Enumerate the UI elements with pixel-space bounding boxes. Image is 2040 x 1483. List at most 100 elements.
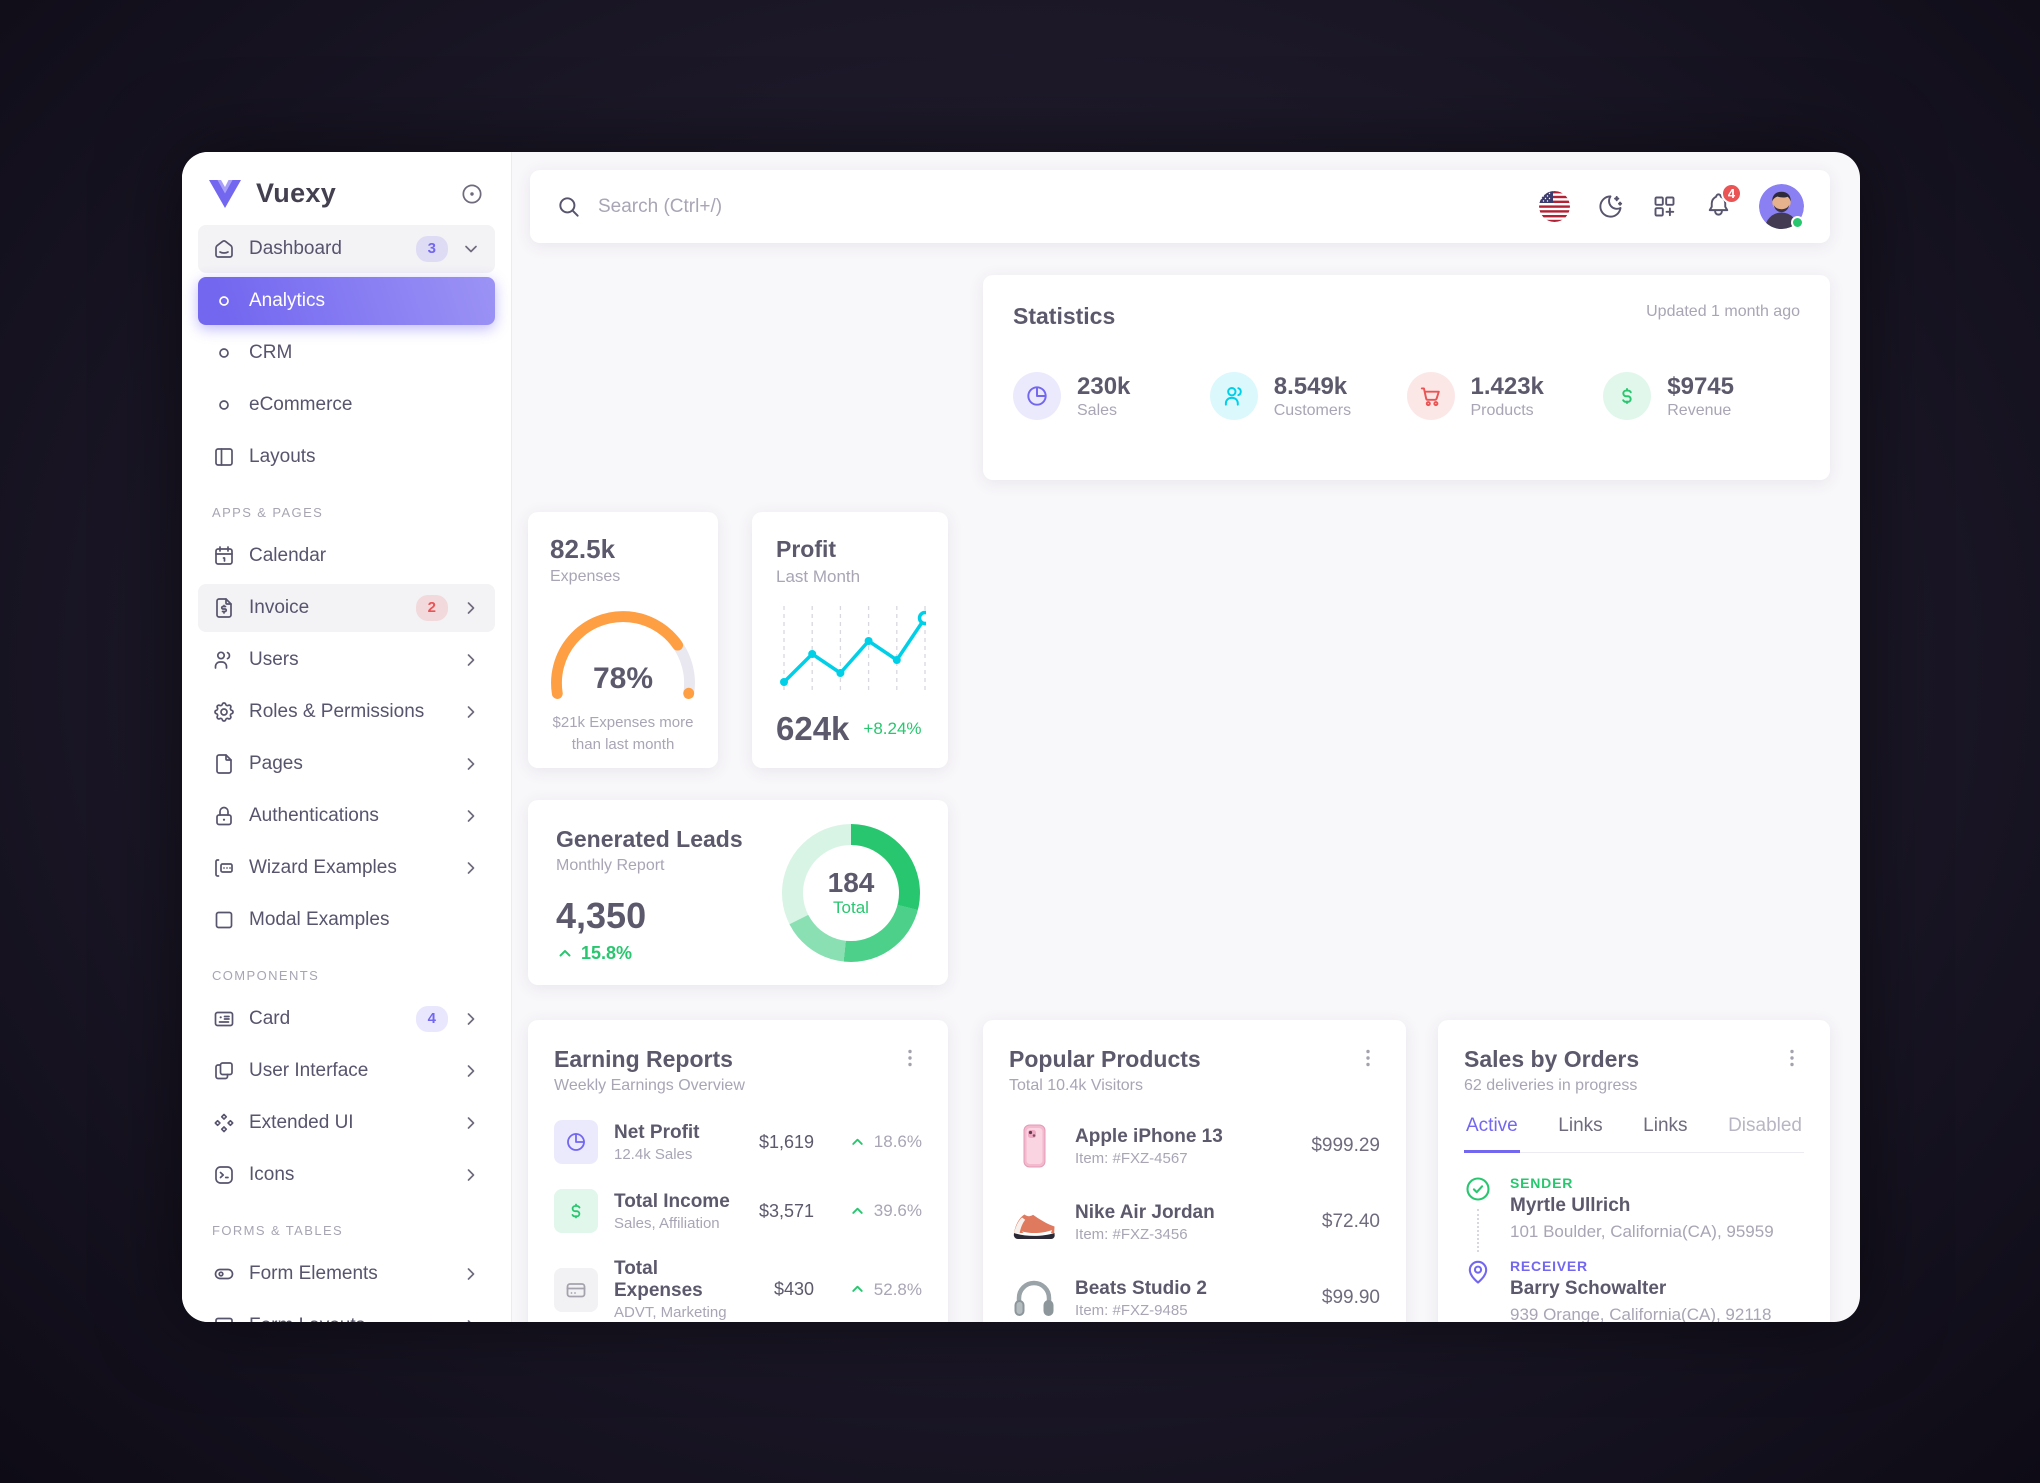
sidebar: Vuexy Dashboard 3 Analytics CRM eCommerc… (182, 152, 512, 1322)
credit-card-icon (554, 1267, 598, 1312)
sidebar-item-label: Icons (249, 1164, 295, 1185)
notifications-button[interactable]: 4 (1705, 182, 1742, 223)
receiver-address: 939 Orange, California(CA), 92118 (1510, 1305, 1772, 1322)
product-price: $999.29 (1311, 1135, 1380, 1156)
sidebar-item-icons[interactable]: Icons (198, 1151, 495, 1199)
sales-subtitle: 62 deliveries in progress (1464, 1077, 1638, 1094)
sidebar-pin-toggle-icon[interactable] (459, 181, 485, 207)
tab-active[interactable]: Active (1464, 1115, 1520, 1153)
layers-icon (215, 1062, 233, 1080)
terminal-icon (215, 1166, 233, 1184)
home-icon (215, 240, 233, 258)
product-row-iphone: Apple iPhone 13 Item: #FXZ-4567 $999.29 (1009, 1121, 1380, 1171)
sidebar-item-invoice[interactable]: Invoice 2 (198, 584, 495, 632)
sidebar-item-ecommerce[interactable]: eCommerce (198, 381, 495, 429)
sidebar-item-label: Form Layouts (249, 1315, 448, 1322)
circle-icon (219, 296, 229, 306)
sidebar-item-label: Calendar (249, 545, 327, 566)
search-input[interactable] (598, 195, 1523, 218)
sidebar-item-wizard-examples[interactable]: Wizard Examples (198, 844, 495, 892)
sidebar-item-form-elements[interactable]: Form Elements (198, 1250, 495, 1298)
invoice-icon (216, 598, 232, 618)
receiver-name: Barry Schowalter (1510, 1278, 1667, 1299)
tab-links-2[interactable]: Links (1643, 1115, 1688, 1136)
profit-change: +8.24% (863, 719, 922, 738)
sidebar-section-forms-tables: FORMS & TABLES (212, 1223, 344, 1238)
earning-row-percent: 18.6% (830, 1132, 922, 1152)
sidebar-section-apps-pages: APPS & PAGES (212, 505, 324, 520)
sidebar-item-extended-ui[interactable]: Extended UI (198, 1099, 495, 1147)
sidebar-item-calendar[interactable]: Calendar (198, 532, 495, 580)
cart-icon (1406, 372, 1455, 420)
kebab-menu-icon[interactable] (1356, 1046, 1380, 1070)
vuexy-logo-icon (209, 179, 241, 208)
earning-reports-card: Earning Reports Weekly Earnings Overview… (528, 1020, 948, 1322)
delivery-timeline: SENDER Myrtle Ullrich 101 Boulder, Calif… (1464, 1175, 1804, 1322)
popular-products-card: Popular Products Total 10.4k Visitors Ap… (983, 1020, 1406, 1322)
pie-chart-icon (1013, 372, 1061, 420)
wizard-icon (215, 859, 233, 877)
product-item-code: Item: #FXZ-3456 (1075, 1225, 1188, 1243)
main-content: 4 Statistics Updated 1 month (512, 152, 1860, 1322)
kebab-menu-icon[interactable] (898, 1046, 922, 1070)
sidebar-item-label: CRM (249, 342, 293, 363)
sidebar-item-user-interface[interactable]: User Interface (198, 1047, 495, 1095)
sidebar-item-authentications[interactable]: Authentications (198, 792, 495, 840)
sidebar-item-label: Invoice (249, 597, 310, 618)
stat-value: $9745 (1667, 373, 1734, 400)
generated-leads-card: Generated Leads Monthly Report 4,350 15.… (528, 800, 948, 985)
receiver-label: RECEIVER (1510, 1258, 1588, 1274)
earning-row-percent: 39.6% (830, 1201, 922, 1221)
chevron-right-icon (467, 602, 475, 614)
sidebar-item-users[interactable]: Users (198, 636, 495, 684)
tab-links-1[interactable]: Links (1558, 1115, 1603, 1136)
stat-label: Revenue (1667, 402, 1732, 419)
kebab-menu-icon[interactable] (1780, 1046, 1804, 1070)
tab-disabled[interactable]: Disabled (1728, 1115, 1802, 1136)
chevron-up-icon (852, 1207, 863, 1214)
sidebar-item-dashboard[interactable]: Dashboard 3 (198, 225, 495, 273)
leads-title: Generated Leads (556, 826, 743, 852)
sidebar-item-layouts[interactable]: Layouts (198, 433, 495, 481)
sender-name: Myrtle Ullrich (1510, 1195, 1631, 1216)
sidebar-item-form-layouts[interactable]: Form Layouts (198, 1302, 495, 1322)
chevron-right-icon (467, 1169, 475, 1181)
dark-mode-moon-icon[interactable] (1597, 193, 1624, 220)
user-avatar[interactable] (1759, 184, 1804, 229)
timeline-connector (1477, 1209, 1479, 1252)
diamonds-icon (214, 1113, 234, 1133)
stat-label: Customers (1273, 402, 1352, 419)
sales-title: Sales by Orders (1464, 1046, 1640, 1072)
sidebar-item-label: Modal Examples (249, 909, 390, 930)
sidebar-item-analytics[interactable]: Analytics (198, 277, 495, 325)
earning-row-title: Total Income (614, 1190, 730, 1212)
statistics-card: Statistics Updated 1 month ago 230k Sales… (983, 275, 1830, 480)
chevron-up-icon (852, 1285, 863, 1292)
sidebar-item-pages[interactable]: Pages (198, 740, 495, 788)
product-name: Nike Air Jordan (1075, 1201, 1215, 1223)
stat-label: Products (1470, 402, 1534, 419)
shortcuts-grid-icon[interactable] (1651, 193, 1678, 220)
expenses-percent: 78% (592, 661, 654, 695)
chevron-right-icon (467, 758, 475, 770)
earning-row-subtitle: 12.4k Sales (614, 1145, 693, 1163)
earning-row-subtitle: ADVT, Marketing (614, 1304, 727, 1321)
gear-icon (214, 702, 234, 722)
earning-row-percent: 52.8% (830, 1280, 922, 1300)
sidebar-item-roles-permissions[interactable]: Roles & Permissions (198, 688, 495, 736)
iphone-product-image (1009, 1121, 1059, 1171)
product-item-code: Item: #FXZ-4567 (1075, 1149, 1188, 1167)
sidebar-item-label: Wizard Examples (249, 857, 397, 878)
sidebar-item-card[interactable]: Card 4 (198, 995, 495, 1043)
sidebar-section-components: COMPONENTS (212, 968, 320, 983)
chevron-right-icon (467, 1320, 471, 1322)
stat-revenue: $9745 Revenue (1603, 372, 1800, 420)
online-status-dot (1791, 216, 1804, 229)
sidebar-item-modal-examples[interactable]: Modal Examples (198, 896, 495, 944)
earning-row-value: $430 (773, 1279, 814, 1299)
dashboard-badge: 3 (415, 236, 448, 262)
language-flag-icon[interactable] (1539, 191, 1570, 222)
earning-row-title: Total Expenses (614, 1258, 703, 1301)
expenses-label: Expenses (550, 568, 621, 585)
sidebar-item-crm[interactable]: CRM (198, 329, 495, 377)
